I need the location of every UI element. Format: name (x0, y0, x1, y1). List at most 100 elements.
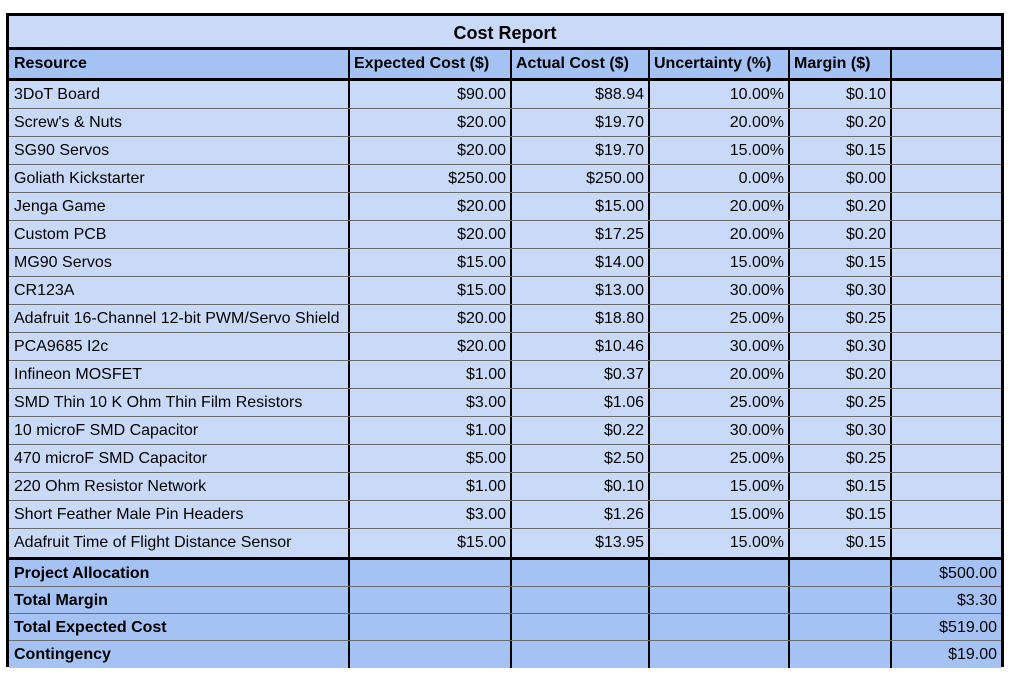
cell-total[interactable] (892, 417, 1001, 445)
cell-resource[interactable]: Custom PCB (9, 221, 350, 249)
cell-resource[interactable]: Adafruit 16-Channel 12-bit PWM/Servo Shi… (9, 305, 350, 333)
cell-margin[interactable]: $0.15 (790, 501, 892, 529)
cell-total[interactable] (892, 277, 1001, 305)
cell-resource[interactable]: SG90 Servos (9, 137, 350, 165)
cell-expected-cost[interactable]: $3.00 (350, 501, 512, 529)
cell-resource[interactable]: 3DoT Board (9, 81, 350, 109)
cell-expected-cost[interactable]: $20.00 (350, 137, 512, 165)
cell-total[interactable] (892, 109, 1001, 137)
summary-empty-cell[interactable] (650, 587, 790, 614)
cell-margin[interactable]: $0.20 (790, 361, 892, 389)
cell-margin[interactable]: $0.15 (790, 137, 892, 165)
cell-uncertainty[interactable]: 25.00% (650, 389, 790, 417)
cell-actual-cost[interactable]: $2.50 (512, 445, 650, 473)
cell-total[interactable] (892, 81, 1001, 109)
summary-empty-cell[interactable] (790, 641, 892, 668)
cell-margin[interactable]: $0.15 (790, 529, 892, 557)
cell-margin[interactable]: $0.30 (790, 417, 892, 445)
cell-resource[interactable]: Infineon MOSFET (9, 361, 350, 389)
summary-empty-cell[interactable] (512, 641, 650, 668)
cell-uncertainty[interactable]: 30.00% (650, 333, 790, 361)
cell-uncertainty[interactable]: 30.00% (650, 277, 790, 305)
cell-uncertainty[interactable]: 20.00% (650, 193, 790, 221)
summary-empty-cell[interactable] (790, 587, 892, 614)
cell-uncertainty[interactable]: 30.00% (650, 417, 790, 445)
cell-actual-cost[interactable]: $0.22 (512, 417, 650, 445)
cell-total[interactable] (892, 165, 1001, 193)
summary-empty-cell[interactable] (790, 560, 892, 587)
summary-label[interactable]: Total Margin (9, 587, 350, 614)
summary-label[interactable]: Project Allocation (9, 560, 350, 587)
cell-resource[interactable]: Adafruit Time of Flight Distance Sensor (9, 529, 350, 557)
cell-total[interactable] (892, 445, 1001, 473)
cell-uncertainty[interactable]: 15.00% (650, 501, 790, 529)
cell-expected-cost[interactable]: $20.00 (350, 109, 512, 137)
cell-resource[interactable]: MG90 Servos (9, 249, 350, 277)
cell-resource[interactable]: Jenga Game (9, 193, 350, 221)
cell-margin[interactable]: $0.25 (790, 389, 892, 417)
cell-total[interactable] (892, 361, 1001, 389)
cell-actual-cost[interactable]: $19.70 (512, 109, 650, 137)
summary-value[interactable]: $500.00 (939, 564, 997, 582)
cell-expected-cost[interactable]: $15.00 (350, 277, 512, 305)
cell-expected-cost[interactable]: $1.00 (350, 417, 512, 445)
cell-actual-cost[interactable]: $10.46 (512, 333, 650, 361)
cell-uncertainty[interactable]: 20.00% (650, 109, 790, 137)
cell-total[interactable] (892, 529, 1001, 557)
cell-resource[interactable]: 10 microF SMD Capacitor (9, 417, 350, 445)
cell-resource[interactable]: Short Feather Male Pin Headers (9, 501, 350, 529)
cell-total[interactable] (892, 193, 1001, 221)
cell-uncertainty[interactable]: 25.00% (650, 305, 790, 333)
cell-margin[interactable]: $0.20 (790, 221, 892, 249)
cell-actual-cost[interactable]: $14.00 (512, 249, 650, 277)
summary-empty-cell[interactable] (350, 614, 512, 641)
cell-expected-cost[interactable]: $250.00 (350, 165, 512, 193)
summary-empty-cell[interactable] (350, 560, 512, 587)
summary-empty-cell[interactable] (350, 641, 512, 668)
cell-uncertainty[interactable]: 0.00% (650, 165, 790, 193)
cell-resource[interactable]: PCA9685 I2c (9, 333, 350, 361)
cell-uncertainty[interactable]: 20.00% (650, 221, 790, 249)
cell-resource[interactable]: CR123A (9, 277, 350, 305)
cell-expected-cost[interactable]: $20.00 (350, 221, 512, 249)
summary-empty-cell[interactable] (350, 587, 512, 614)
cell-expected-cost[interactable]: $5.00 (350, 445, 512, 473)
cell-actual-cost[interactable]: $1.06 (512, 389, 650, 417)
cell-margin[interactable]: $0.30 (790, 333, 892, 361)
cell-uncertainty[interactable]: 15.00% (650, 249, 790, 277)
cell-expected-cost[interactable]: $1.00 (350, 473, 512, 501)
cell-expected-cost[interactable]: $20.00 (350, 333, 512, 361)
cell-actual-cost[interactable]: $13.95 (512, 529, 650, 557)
cell-expected-cost[interactable]: $15.00 (350, 249, 512, 277)
cell-margin[interactable]: $0.20 (790, 109, 892, 137)
cell-actual-cost[interactable]: $88.94 (512, 81, 650, 109)
summary-empty-cell[interactable] (790, 614, 892, 641)
cell-uncertainty[interactable]: 15.00% (650, 529, 790, 557)
summary-value[interactable]: $519.00 (939, 618, 997, 636)
cell-actual-cost[interactable]: $19.70 (512, 137, 650, 165)
cell-uncertainty[interactable]: 10.00% (650, 81, 790, 109)
cell-total[interactable] (892, 501, 1001, 529)
cell-uncertainty[interactable]: 15.00% (650, 137, 790, 165)
summary-empty-cell[interactable] (512, 587, 650, 614)
cell-expected-cost[interactable]: $3.00 (350, 389, 512, 417)
cell-total[interactable] (892, 137, 1001, 165)
summary-label[interactable]: Total Expected Cost (9, 614, 350, 641)
cell-margin[interactable]: $0.10 (790, 81, 892, 109)
cell-margin[interactable]: $0.15 (790, 249, 892, 277)
cell-actual-cost[interactable]: $13.00 (512, 277, 650, 305)
cell-actual-cost[interactable]: $250.00 (512, 165, 650, 193)
cell-resource[interactable]: Screw's & Nuts (9, 109, 350, 137)
cell-actual-cost[interactable]: $15.00 (512, 193, 650, 221)
summary-empty-cell[interactable] (512, 560, 650, 587)
cell-actual-cost[interactable]: $0.37 (512, 361, 650, 389)
summary-label[interactable]: Contingency (9, 641, 350, 668)
cell-expected-cost[interactable]: $20.00 (350, 305, 512, 333)
cell-margin[interactable]: $0.20 (790, 193, 892, 221)
cell-margin[interactable]: $0.15 (790, 473, 892, 501)
cell-total[interactable] (892, 221, 1001, 249)
cell-margin[interactable]: $0.00 (790, 165, 892, 193)
cell-expected-cost[interactable]: $20.00 (350, 193, 512, 221)
cell-uncertainty[interactable]: 20.00% (650, 361, 790, 389)
cell-total[interactable] (892, 389, 1001, 417)
